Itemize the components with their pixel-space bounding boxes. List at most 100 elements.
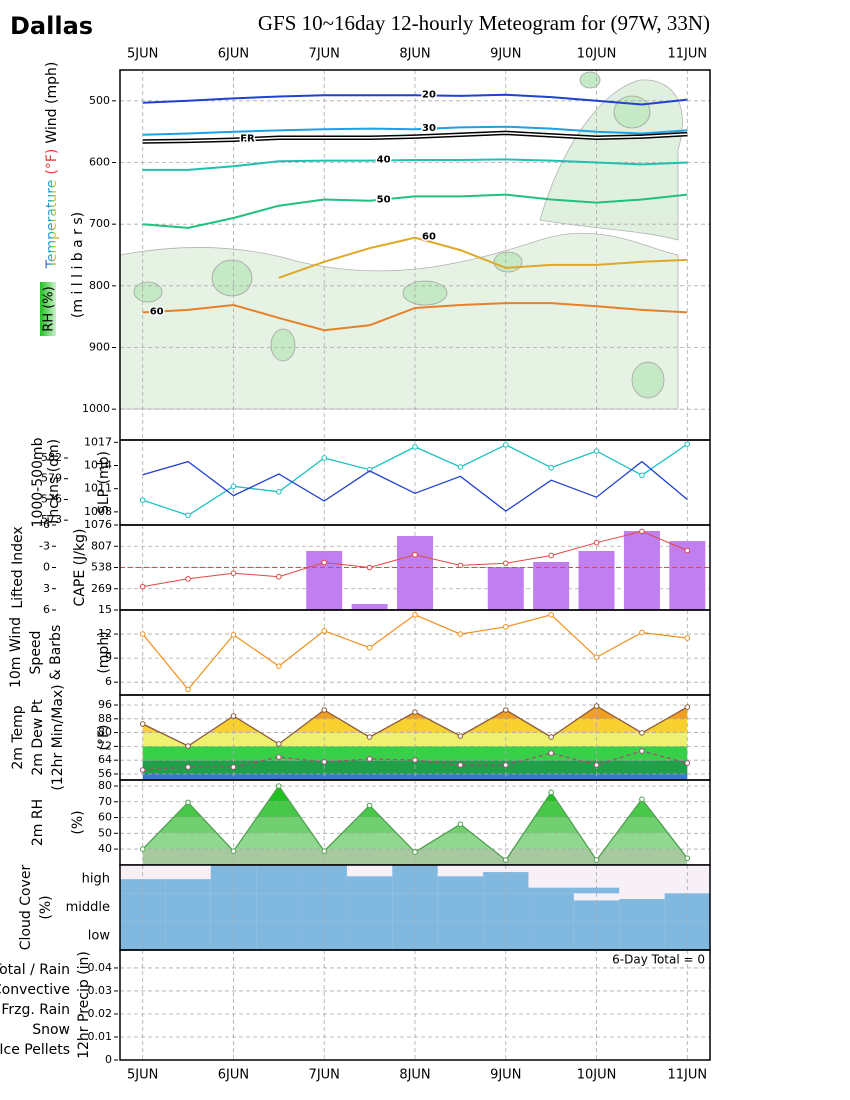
y-tick-label: 579 — [41, 472, 62, 485]
cape-bar — [351, 603, 388, 610]
isotherm-line — [142, 125, 688, 136]
data-point — [684, 855, 691, 862]
cape-bar — [533, 561, 570, 610]
data-point — [139, 583, 146, 590]
x-tick-label: 5JUN — [127, 1068, 158, 1083]
data-point — [457, 762, 464, 768]
value-band — [142, 773, 688, 780]
x-tick-label: 8JUN — [399, 47, 430, 62]
data-point — [639, 796, 645, 803]
y-axis-label: Temperature (°F) Wind (mph) — [44, 62, 60, 270]
rh-shading — [119, 71, 683, 410]
cloud-level-label: high — [82, 872, 110, 887]
y-tick-label: 900 — [89, 341, 110, 354]
y-tick-label: 576 — [41, 492, 62, 505]
y-tick-label: 12 — [98, 627, 112, 640]
data-point — [139, 721, 146, 727]
data-point — [139, 767, 146, 773]
data-point — [502, 707, 509, 713]
data-point — [230, 483, 237, 490]
y-tick-label: 0 — [43, 561, 50, 574]
data-point — [457, 821, 464, 827]
temperature-unit: (°F) — [44, 149, 60, 175]
cloud-cover-bar — [528, 887, 574, 894]
line — [142, 460, 688, 512]
y-tick-label: 50 — [98, 826, 112, 839]
data-point — [366, 756, 373, 762]
cloud-cover-bar — [346, 893, 393, 922]
cloud-cover-bar — [346, 876, 393, 894]
isotherm-line — [142, 193, 688, 229]
cloud-level-label: low — [88, 928, 111, 943]
y-tick-label: 1076 — [84, 518, 112, 531]
isotherm-line — [142, 302, 688, 332]
data-point — [502, 442, 509, 448]
data-point — [185, 743, 191, 749]
x-tick-label: 7JUN — [309, 1068, 340, 1083]
y-tick-label: 72 — [98, 739, 112, 752]
y-tick-label: 1014 — [84, 459, 112, 472]
legend-entry: Ice Pellets — [0, 1042, 70, 1058]
chart-title: GFS 10~16day 12-hourly Meteogram for (97… — [258, 11, 710, 35]
location: Dallas — [10, 12, 93, 40]
data-point — [593, 654, 600, 661]
y-tick-label: 582 — [41, 451, 62, 464]
y-tick-label: -3 — [39, 539, 50, 552]
y-tick-label: 96 — [98, 698, 112, 711]
cloud-cover-bar — [528, 921, 574, 950]
isotherm-label: 60 — [150, 306, 164, 317]
data-point — [593, 448, 600, 454]
y-tick-label: 269 — [91, 582, 112, 595]
rh-label: RH (%) — [42, 286, 57, 331]
y-tick-label: 0 — [105, 1053, 112, 1066]
cloud-cover-bar — [528, 893, 574, 922]
cloud-cover-bar — [437, 921, 484, 950]
data-point — [230, 764, 237, 770]
y-axis-label: 12hr Precip (in) — [76, 951, 92, 1059]
data-point — [502, 560, 509, 567]
data-point — [412, 709, 418, 715]
y-tick-label: 500 — [89, 94, 110, 107]
isotherm-label: 50 — [377, 195, 391, 206]
cloud-cover-bar — [346, 921, 393, 950]
cloud-cover-bar — [165, 879, 211, 894]
cloud-cover-bar — [619, 921, 665, 950]
data-point — [684, 704, 691, 710]
data-point — [639, 629, 645, 636]
y-tick-label: 0.03 — [88, 984, 113, 997]
data-point — [548, 789, 554, 796]
y-axis-label: 2m Temp — [10, 705, 26, 769]
y-tick-label: 0.02 — [88, 1007, 113, 1020]
x-tick-label: 5JUN — [127, 47, 158, 62]
y-tick-label: 700 — [89, 217, 110, 230]
data-point — [502, 857, 509, 863]
isotherm-label: FR — [240, 134, 255, 145]
y-axis-label: 1000-500mb — [30, 437, 46, 527]
x-tick-label: 9JUN — [490, 1068, 521, 1083]
data-point — [321, 559, 328, 566]
data-point — [502, 762, 509, 768]
legend-entry: Convective — [0, 982, 70, 998]
data-point — [457, 733, 464, 739]
data-point — [276, 741, 282, 747]
y-tick-label: 6 — [43, 603, 50, 616]
x-tick-label: 6JUN — [218, 47, 249, 62]
data-point — [502, 624, 509, 630]
x-tick-label: 9JUN — [490, 47, 521, 62]
isotherm-label: 60 — [422, 232, 436, 243]
data-point — [457, 464, 464, 470]
cloud-cover-bar — [573, 887, 620, 894]
y2-axis-label: CAPE (J/kg) — [72, 529, 88, 607]
data-point — [684, 441, 691, 447]
y-axis-label: (12hr Min/Max) — [50, 684, 66, 790]
y-axis-unit: (%) — [38, 895, 54, 919]
data-point — [230, 713, 237, 719]
data-point — [548, 734, 554, 740]
cloud-cover-bar — [573, 900, 620, 922]
y-axis-label: (m i l l i b a r s) — [70, 212, 86, 318]
cloud-cover-bar — [256, 921, 302, 950]
cape-bar — [578, 550, 615, 610]
data-point — [548, 750, 554, 756]
y-axis-unit: (°F) — [96, 725, 112, 751]
y-axis-label: Lifted Index — [10, 526, 26, 608]
